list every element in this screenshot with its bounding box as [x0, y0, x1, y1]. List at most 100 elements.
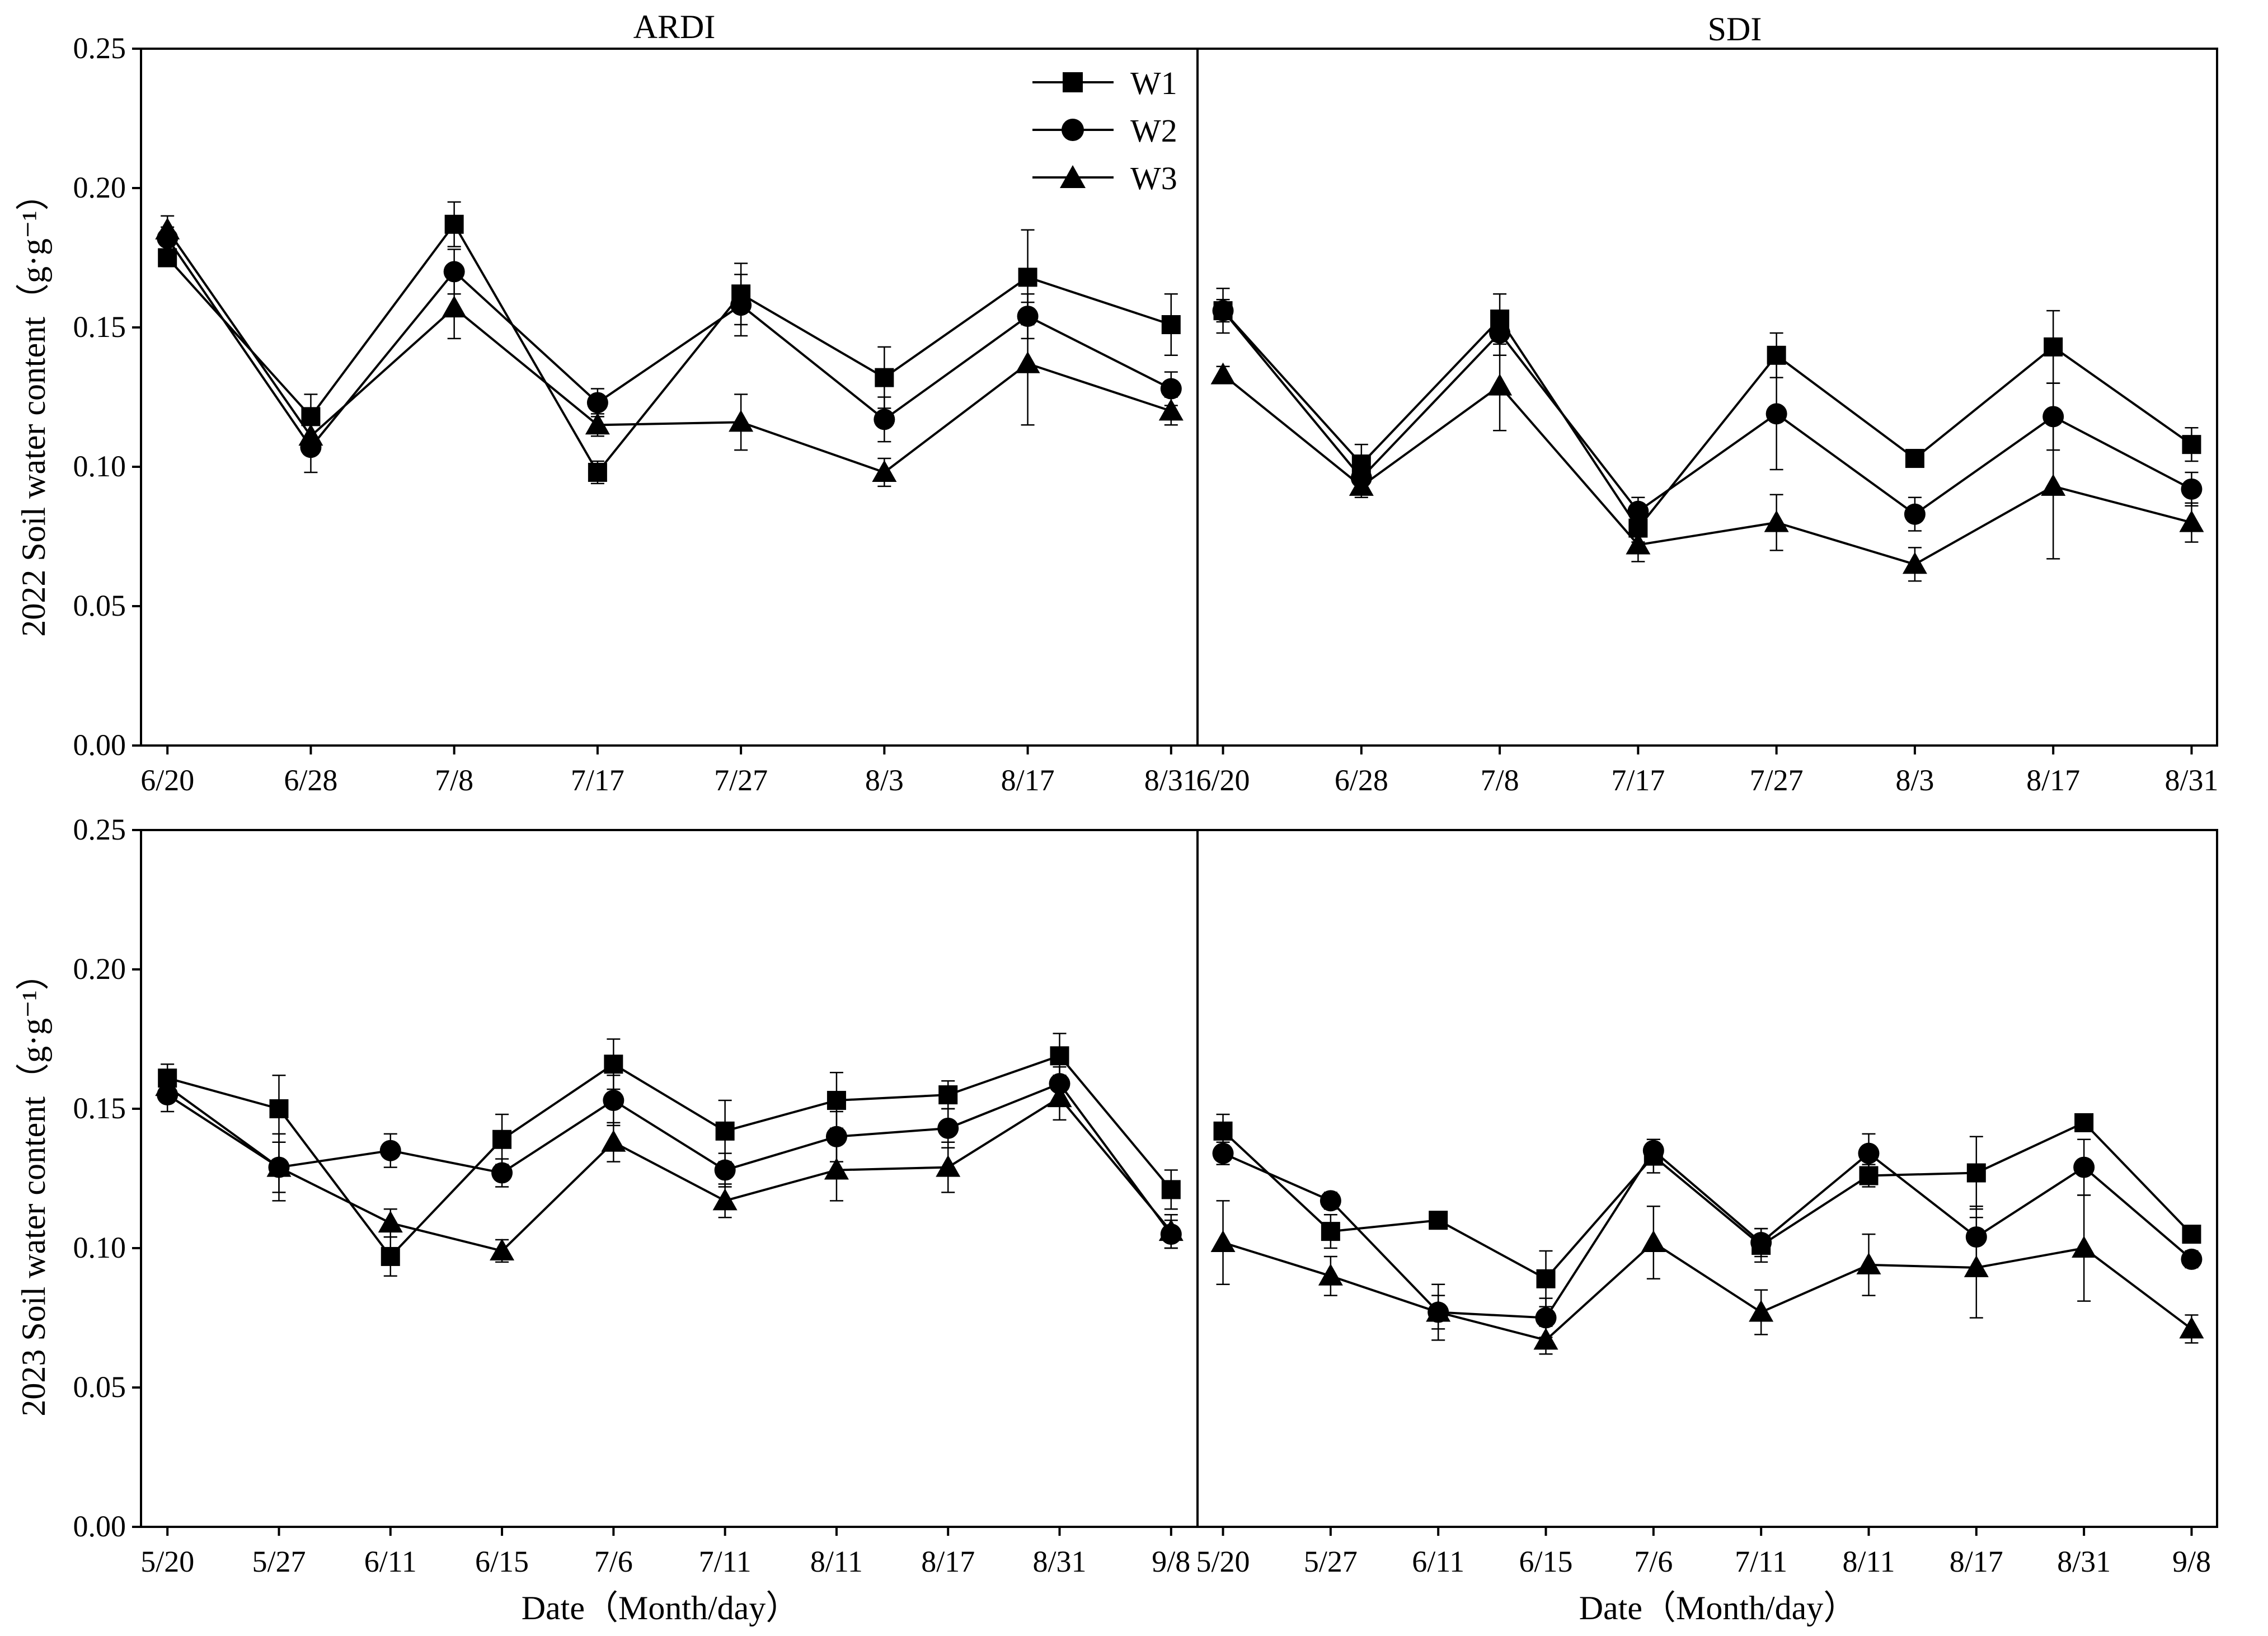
data-point-circle [586, 392, 608, 414]
data-point-triangle [378, 1211, 403, 1233]
data-point-square [1161, 1180, 1181, 1199]
data-point-square [827, 1091, 846, 1110]
data-point-triangle [266, 1155, 292, 1177]
data-point-square [875, 368, 894, 387]
data-point-circle [937, 1117, 959, 1139]
data-point-square [1536, 1269, 1556, 1288]
data-point-square [1161, 315, 1181, 335]
x-tick-label: 5/20 [1196, 1545, 1250, 1578]
data-point-circle [2181, 1248, 2203, 1270]
y-axis-label-2023: 2023 Soil water content（g·g⁻¹） [15, 957, 52, 1416]
data-point-square [1966, 1163, 1986, 1183]
panel-2022-ardi: 6/20 6/28 7/8 7/17 7/27 8/3 8/17 8/31 [132, 48, 1198, 797]
data-point-square [715, 1121, 735, 1141]
y-tick-label: 0.10 [73, 1231, 126, 1264]
data-point-circle [379, 1140, 401, 1161]
panel-title-ardi: ARDI [633, 8, 716, 45]
data-point-circle [1750, 1232, 1772, 1254]
y-tick-label: 0.00 [73, 728, 126, 762]
y-tick-label: 0.10 [73, 449, 126, 483]
data-point-triangle [1426, 1300, 1451, 1322]
series-w3 [1210, 1194, 2204, 1355]
data-point-square [2182, 1225, 2201, 1244]
data-point-square [604, 1054, 623, 1074]
series-line [1222, 310, 2192, 530]
data-point-circle [1160, 378, 1182, 400]
x-tick-label: 6/20 [140, 763, 194, 797]
data-point-circle [874, 409, 895, 430]
data-point-circle [1642, 1140, 1664, 1161]
data-point-circle [1858, 1142, 1880, 1164]
data-point-square [444, 214, 464, 234]
y-tick-label: 0.00 [73, 1510, 126, 1543]
data-point-triangle [1210, 1230, 1236, 1253]
x-tick-label: 8/11 [1842, 1545, 1895, 1578]
data-point-triangle [1158, 399, 1184, 421]
x-tick-label: 8/3 [1895, 763, 1934, 797]
data-point-triangle [712, 1188, 738, 1211]
y-tick-label: 0.05 [73, 1370, 126, 1404]
panel-2022-sdi: 6/20 6/28 7/8 7/17 7/27 8/3 8/17 8/31 [1196, 288, 2218, 797]
data-point-triangle [1626, 532, 1651, 555]
x-tick-label: 7/27 [1750, 763, 1804, 797]
x-tick-label: 6/11 [364, 1545, 417, 1578]
plot-frame-2022 [140, 48, 2218, 747]
y-tick-label: 0.25 [73, 31, 126, 65]
series-line [167, 1085, 1172, 1253]
data-point-square [158, 248, 177, 268]
x-tick-label: 5/20 [140, 1545, 194, 1578]
data-point-circle [1212, 1142, 1234, 1164]
x-tick-label: 7/17 [571, 763, 624, 797]
x-tick-label: 8/17 [921, 1545, 975, 1578]
data-point-circle [1765, 403, 1787, 425]
data-point-triangle [2072, 1236, 2097, 1258]
series-line [167, 1054, 1172, 1259]
data-point-triangle [729, 410, 754, 432]
series-w3 [1210, 340, 2204, 582]
data-point-square [1429, 1211, 1448, 1230]
data-point-triangle [1764, 510, 1789, 532]
series-line [1222, 1241, 2192, 1342]
data-point-triangle [1487, 373, 1513, 396]
legend-label-w1: W1 [1130, 65, 1177, 101]
data-point-circle [1320, 1190, 1341, 1212]
data-point-square [1321, 1222, 1340, 1241]
series-w2 [157, 1066, 1182, 1249]
y-tick-label: 0.05 [73, 589, 126, 622]
data-point-circle [714, 1159, 736, 1181]
data-point-square [492, 1129, 512, 1149]
x-tick-label: 6/20 [1196, 763, 1250, 797]
x-tick-label: 7/6 [594, 1545, 633, 1578]
data-point-triangle [2179, 1316, 2204, 1339]
series-line [1222, 310, 2192, 516]
data-point-circle [2073, 1156, 2095, 1178]
x-tick-label: 7/6 [1634, 1545, 1673, 1578]
data-point-triangle [824, 1157, 849, 1180]
data-point-triangle [490, 1238, 515, 1260]
legend-marker-square [1063, 72, 1083, 92]
x-tick-label: 8/31 [2057, 1545, 2111, 1578]
data-point-triangle [1964, 1255, 1989, 1277]
data-point-triangle [1749, 1300, 1774, 1322]
data-point-triangle [2179, 510, 2204, 532]
x-tick-label: 8/17 [1001, 763, 1055, 797]
data-point-square [269, 1099, 289, 1118]
x-tick-label: 8/11 [810, 1545, 863, 1578]
data-point-triangle [1318, 1263, 1343, 1286]
data-point-triangle [298, 424, 323, 446]
series-w3 [155, 215, 1184, 487]
data-point-circle [1489, 322, 1511, 344]
x-tick-label: 5/27 [1304, 1545, 1358, 1578]
chart-marks: 6/20 6/28 7/8 7/17 7/27 8/3 8/17 8/316/20 6/28 7/… [132, 48, 2218, 1578]
data-point-circle [603, 1090, 624, 1112]
data-point-circle [1212, 300, 1234, 322]
data-point-circle [730, 294, 752, 316]
series-w2 [1212, 1133, 2203, 1341]
legend-label-w2: W2 [1130, 112, 1177, 149]
data-point-square [1050, 1046, 1069, 1066]
y-tick-label: 0.15 [73, 1091, 126, 1125]
series-line [1222, 1121, 2192, 1281]
series-line [1222, 374, 2192, 566]
data-point-square [588, 462, 607, 482]
panel-title-sdi: SDI [1708, 11, 1762, 48]
